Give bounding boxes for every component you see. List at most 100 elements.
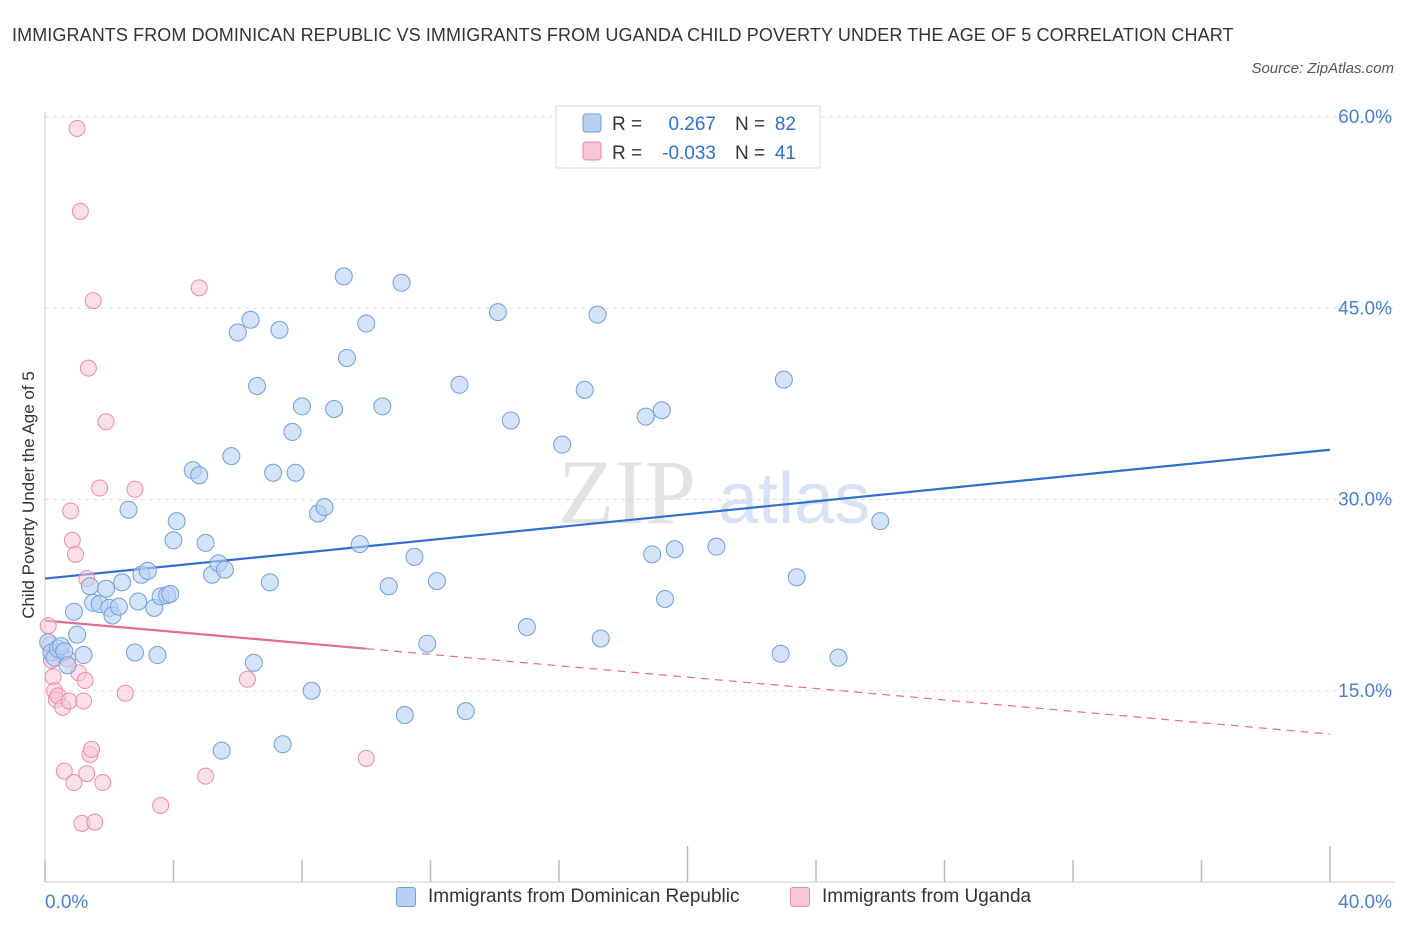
dominican-point-13	[97, 579, 116, 598]
legend-n-value-1: 82	[775, 114, 796, 135]
dominican-point-6	[58, 656, 77, 675]
y-tick-label-1: 30.0%	[1338, 490, 1392, 511]
uganda-point-14	[65, 774, 83, 792]
dominican-point-39	[241, 310, 260, 329]
dominican-point-77	[665, 540, 684, 559]
dominican-point-48	[293, 397, 311, 416]
dominican-point-47	[286, 463, 305, 482]
gridlines	[45, 116, 1395, 692]
legend-r-label-2: R =	[612, 143, 642, 164]
dominican-point-71	[588, 305, 607, 324]
dominican-point-31	[190, 466, 209, 485]
uganda-point-23	[78, 765, 96, 783]
uganda-point-26	[83, 740, 101, 758]
dominican-point-44	[270, 320, 289, 339]
tick-labels: 15.0% 30.0% 45.0% 60.0% 0.0% 40.0%	[45, 107, 1392, 913]
dominican-points	[39, 267, 890, 760]
dominican-point-40	[244, 653, 263, 672]
dominican-point-76	[656, 589, 675, 608]
legend-r-value-2: -0.033	[662, 143, 716, 164]
uganda-point-24	[79, 359, 97, 377]
y-tick-label-2: 45.0%	[1338, 298, 1392, 319]
uganda-point-28	[86, 813, 104, 831]
legend-bottom: Immigrants from Dominican Republic Immig…	[0, 886, 1406, 918]
dominican-point-57	[373, 397, 392, 416]
uganda-point-15	[67, 545, 85, 563]
dominican-point-9	[74, 646, 93, 665]
legend-swatch-uganda	[790, 887, 810, 907]
dominican-point-35	[215, 560, 234, 579]
dominican-point-67	[501, 411, 520, 430]
dominican-point-32	[196, 533, 215, 552]
y-tick-label-3: 60.0%	[1338, 107, 1392, 128]
dominican-point-82	[829, 648, 848, 667]
legend-swatch-pink	[582, 141, 602, 161]
dominican-point-59	[392, 273, 411, 292]
dominican-point-58	[379, 577, 398, 596]
dominican-point-10	[80, 577, 99, 596]
uganda-point-16	[68, 119, 86, 137]
uganda-point-18	[71, 202, 89, 220]
dominican-point-65	[456, 702, 475, 721]
dominican-point-24	[148, 646, 167, 665]
dominican-point-18	[119, 500, 138, 519]
x-tick-label-0: 0.0%	[45, 892, 88, 913]
legend-swatch-blue	[582, 113, 602, 133]
dominican-point-70	[575, 380, 594, 399]
trendline-uganda-extended	[366, 648, 1331, 735]
legend-swatch-dominican	[396, 887, 416, 907]
uganda-point-27	[84, 292, 102, 310]
dominican-point-61	[405, 547, 424, 566]
uganda-point-9	[55, 762, 73, 780]
uganda-point-3	[44, 668, 62, 686]
dominican-point-69	[553, 435, 572, 454]
dominican-point-78	[707, 537, 726, 556]
dominican-point-81	[787, 568, 806, 587]
dominican-point-38	[228, 323, 247, 342]
dominican-point-28	[164, 531, 183, 550]
dominican-point-43	[264, 463, 283, 482]
legend-item-dominican: Immigrants from Dominican Republic	[396, 886, 740, 908]
dominican-point-20	[129, 592, 148, 611]
uganda-point-0	[39, 617, 57, 635]
legend-n-label-2: N =	[735, 143, 765, 164]
legend-n-label-1: N =	[735, 114, 765, 135]
dominican-point-53	[334, 267, 353, 286]
uganda-point-21	[76, 672, 94, 690]
dominican-point-19	[125, 643, 144, 662]
uganda-point-29	[91, 479, 109, 497]
dominican-point-64	[450, 375, 469, 394]
watermark: ZIP atlas	[558, 441, 870, 543]
trendlines	[44, 448, 1331, 735]
legend-top: R = 0.267 N = 82 R = -0.033 N = 41	[555, 105, 821, 169]
uganda-point-12	[62, 502, 80, 520]
dominican-point-49	[302, 681, 321, 700]
dominican-point-75	[652, 401, 671, 420]
dominican-point-45	[273, 735, 292, 754]
dominican-point-17	[113, 573, 132, 592]
y-tick-label-0: 15.0%	[1338, 681, 1392, 702]
dominican-point-22	[138, 561, 157, 580]
chart-title: IMMIGRANTS FROM DOMINICAN REPUBLIC VS IM…	[12, 25, 1234, 45]
dominican-point-73	[636, 407, 655, 426]
uganda-point-35	[190, 279, 208, 297]
dominican-point-66	[488, 303, 507, 322]
dominican-point-7	[64, 602, 83, 621]
dominican-point-74	[643, 545, 662, 564]
uganda-point-32	[116, 684, 134, 702]
dominican-point-68	[517, 618, 536, 636]
dominican-point-72	[591, 629, 610, 648]
dominican-point-16	[109, 597, 128, 616]
legend-label-dominican: Immigrants from Dominican Republic	[428, 886, 740, 907]
uganda-point-11	[60, 692, 78, 710]
dominican-point-83	[871, 512, 890, 531]
legend-item-uganda: Immigrants from Uganda	[790, 886, 1031, 908]
axes	[44, 112, 1395, 883]
uganda-point-36	[197, 767, 215, 785]
dominican-point-37	[222, 447, 241, 466]
uganda-point-30	[94, 774, 112, 792]
dominican-point-63	[427, 572, 446, 591]
uganda-point-38	[357, 749, 375, 767]
dominican-point-52	[325, 399, 344, 418]
